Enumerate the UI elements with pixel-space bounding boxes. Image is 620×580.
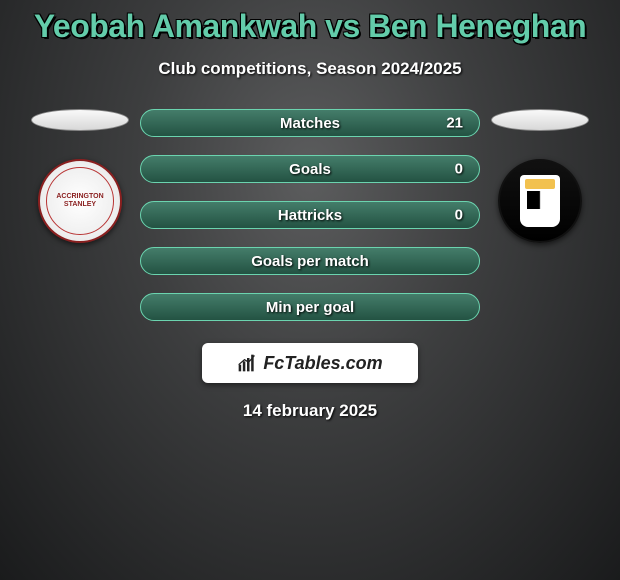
bar-label: Goals <box>289 161 331 178</box>
date-text: 14 february 2025 <box>0 401 620 421</box>
bar-label: Min per goal <box>266 299 354 316</box>
bar-hattricks: Hattricks 0 <box>140 201 480 229</box>
comparison-layout: ACCRINGTON STANLEY Matches 21 Goals 0 Ha… <box>0 109 620 321</box>
bar-min-per-goal: Min per goal <box>140 293 480 321</box>
subtitle: Club competitions, Season 2024/2025 <box>0 59 620 79</box>
right-name-oval <box>491 109 589 131</box>
bar-value: 21 <box>446 115 463 132</box>
left-name-oval <box>31 109 129 131</box>
bar-matches: Matches 21 <box>140 109 480 137</box>
brand-badge: FcTables.com <box>202 343 418 383</box>
bar-label: Matches <box>280 115 340 132</box>
bar-value: 0 <box>455 161 463 178</box>
right-team-crest <box>498 159 582 243</box>
right-side <box>480 109 600 243</box>
bar-value: 0 <box>455 207 463 224</box>
bar-label: Goals per match <box>251 253 369 270</box>
left-side: ACCRINGTON STANLEY <box>20 109 140 243</box>
left-team-label: ACCRINGTON STANLEY <box>40 193 120 208</box>
right-crest-shield <box>520 175 560 227</box>
stats-bars: Matches 21 Goals 0 Hattricks 0 Goals per… <box>140 109 480 321</box>
chart-icon <box>237 353 257 373</box>
bar-goals: Goals 0 <box>140 155 480 183</box>
page-title: Yeobah Amankwah vs Ben Heneghan <box>0 0 620 45</box>
left-team-crest: ACCRINGTON STANLEY <box>38 159 122 243</box>
bar-goals-per-match: Goals per match <box>140 247 480 275</box>
bar-label: Hattricks <box>278 207 342 224</box>
brand-text: FcTables.com <box>263 353 382 374</box>
